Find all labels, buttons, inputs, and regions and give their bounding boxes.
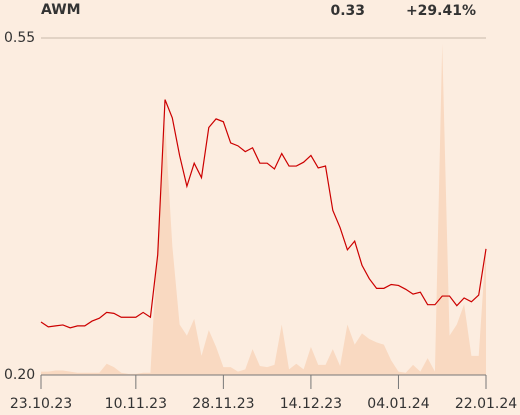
x-tick-label: 28.11.23 [192,396,254,412]
volume-area [41,43,486,375]
price-line [40,99,487,329]
x-tick-label: 04.01.24 [367,396,429,412]
y-tick-label: 0.55 [4,30,35,46]
x-tick-label: 10.11.23 [105,396,167,412]
chart-title: AWM [41,2,81,18]
x-tick-label: 14.12.23 [280,396,342,412]
x-tick-label: 23.10.23 [10,396,72,412]
x-tick-label: 22.01.24 [455,396,517,412]
y-tick-label: 0.20 [4,367,35,383]
last-price: 0.33 [330,3,365,19]
price-change: +29.41% [406,3,476,19]
